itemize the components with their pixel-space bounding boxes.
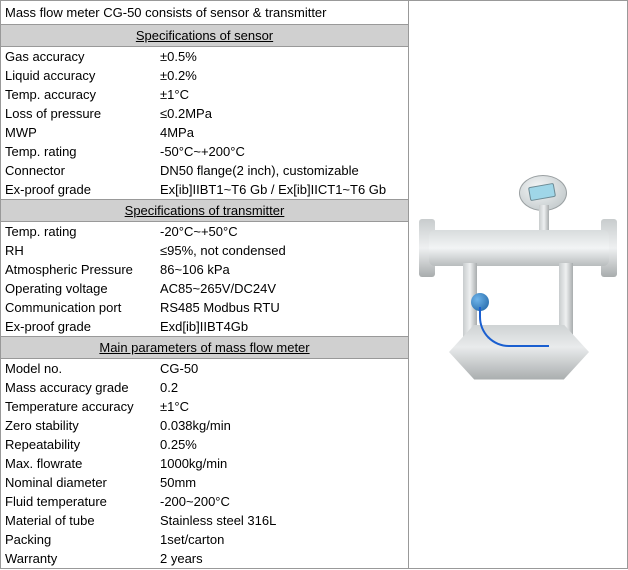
sensor-spec-table: Gas accuracy±0.5% Liquid accuracy±0.2% T… (1, 47, 408, 199)
spec-sheet: Mass flow meter CG-50 consists of sensor… (0, 0, 628, 569)
table-row: Ex-proof gradeExd[ib]IIBT4Gb (1, 317, 408, 336)
spec-label: Temperature accuracy (1, 397, 156, 416)
spec-value: 1set/carton (156, 530, 408, 549)
spec-label: Zero stability (1, 416, 156, 435)
transmitter-neck-icon (539, 205, 549, 233)
spec-value: 0.25% (156, 435, 408, 454)
spec-value: 4MPa (156, 123, 408, 142)
spec-label: Temp. accuracy (1, 85, 156, 104)
spec-value: 2 years (156, 549, 408, 568)
table-row: Repeatability0.25% (1, 435, 408, 454)
spec-value: -200~200°C (156, 492, 408, 511)
spec-value: 0.038kg/min (156, 416, 408, 435)
spec-value: CG-50 (156, 359, 408, 378)
spec-value: 0.2 (156, 378, 408, 397)
spec-label: Liquid accuracy (1, 66, 156, 85)
spec-label: Ex-proof grade (1, 180, 156, 199)
table-row: Liquid accuracy±0.2% (1, 66, 408, 85)
table-row: Temp. rating-50°C~+200°C (1, 142, 408, 161)
spec-value: ±0.2% (156, 66, 408, 85)
flow-meter-icon (419, 175, 617, 395)
spec-value: Exd[ib]IIBT4Gb (156, 317, 408, 336)
spec-label: Communication port (1, 298, 156, 317)
spec-value: ≤0.2MPa (156, 104, 408, 123)
spec-label: Temp. rating (1, 222, 156, 241)
cable-icon (479, 307, 549, 347)
table-row: Temp. rating-20°C~+50°C (1, 222, 408, 241)
spec-label: Warranty (1, 549, 156, 568)
section-header-main-params: Main parameters of mass flow meter (1, 336, 408, 359)
spec-value: ±1°C (156, 397, 408, 416)
spec-value: Stainless steel 316L (156, 511, 408, 530)
spec-value: 86~106 kPa (156, 260, 408, 279)
spec-value: ±0.5% (156, 47, 408, 66)
table-row: Model no.CG-50 (1, 359, 408, 378)
spec-label: Packing (1, 530, 156, 549)
table-row: Atmospheric Pressure86~106 kPa (1, 260, 408, 279)
spec-label: Max. flowrate (1, 454, 156, 473)
table-row: Communication portRS485 Modbus RTU (1, 298, 408, 317)
spec-value: 1000kg/min (156, 454, 408, 473)
product-image-panel (409, 1, 627, 568)
table-row: Nominal diameter50mm (1, 473, 408, 492)
transmitter-spec-table: Temp. rating-20°C~+50°C RH≤95%, not cond… (1, 222, 408, 336)
spec-label: RH (1, 241, 156, 260)
table-row: Gas accuracy±0.5% (1, 47, 408, 66)
spec-label: Nominal diameter (1, 473, 156, 492)
table-row: MWP4MPa (1, 123, 408, 142)
table-row: Temp. accuracy±1°C (1, 85, 408, 104)
spec-value: 50mm (156, 473, 408, 492)
spec-label: Atmospheric Pressure (1, 260, 156, 279)
main-tube-icon (429, 230, 609, 266)
spec-value: ±1°C (156, 85, 408, 104)
spec-label: Connector (1, 161, 156, 180)
main-params-table: Model no.CG-50 Mass accuracy grade0.2 Te… (1, 359, 408, 568)
table-row: Zero stability0.038kg/min (1, 416, 408, 435)
spec-label: Temp. rating (1, 142, 156, 161)
table-row: Packing1set/carton (1, 530, 408, 549)
section-header-sensor: Specifications of sensor (1, 25, 408, 47)
spec-label: Mass accuracy grade (1, 378, 156, 397)
table-row: Ex-proof gradeEx[ib]IIBT1~T6 Gb / Ex[ib]… (1, 180, 408, 199)
spec-value: AC85~265V/DC24V (156, 279, 408, 298)
spec-label: Model no. (1, 359, 156, 378)
table-row: Warranty2 years (1, 549, 408, 568)
spec-label: Ex-proof grade (1, 317, 156, 336)
table-row: ConnectorDN50 flange(2 inch), customizab… (1, 161, 408, 180)
spec-label: Material of tube (1, 511, 156, 530)
table-row: Operating voltageAC85~265V/DC24V (1, 279, 408, 298)
page-title: Mass flow meter CG-50 consists of sensor… (1, 1, 408, 25)
spec-value: ≤95%, not condensed (156, 241, 408, 260)
spec-label: Fluid temperature (1, 492, 156, 511)
spec-label: Repeatability (1, 435, 156, 454)
spec-value: DN50 flange(2 inch), customizable (156, 161, 408, 180)
spec-label: Operating voltage (1, 279, 156, 298)
table-row: Max. flowrate1000kg/min (1, 454, 408, 473)
spec-value: -50°C~+200°C (156, 142, 408, 161)
table-row: RH≤95%, not condensed (1, 241, 408, 260)
spec-tables-panel: Mass flow meter CG-50 consists of sensor… (1, 1, 409, 568)
section-header-transmitter: Specifications of transmitter (1, 199, 408, 222)
spec-label: Loss of pressure (1, 104, 156, 123)
spec-value: RS485 Modbus RTU (156, 298, 408, 317)
table-row: Loss of pressure≤0.2MPa (1, 104, 408, 123)
spec-value: -20°C~+50°C (156, 222, 408, 241)
table-row: Material of tubeStainless steel 316L (1, 511, 408, 530)
spec-label: MWP (1, 123, 156, 142)
spec-label: Gas accuracy (1, 47, 156, 66)
table-row: Temperature accuracy±1°C (1, 397, 408, 416)
table-row: Fluid temperature-200~200°C (1, 492, 408, 511)
spec-value: Ex[ib]IIBT1~T6 Gb / Ex[ib]IICT1~T6 Gb (156, 180, 408, 199)
table-row: Mass accuracy grade0.2 (1, 378, 408, 397)
